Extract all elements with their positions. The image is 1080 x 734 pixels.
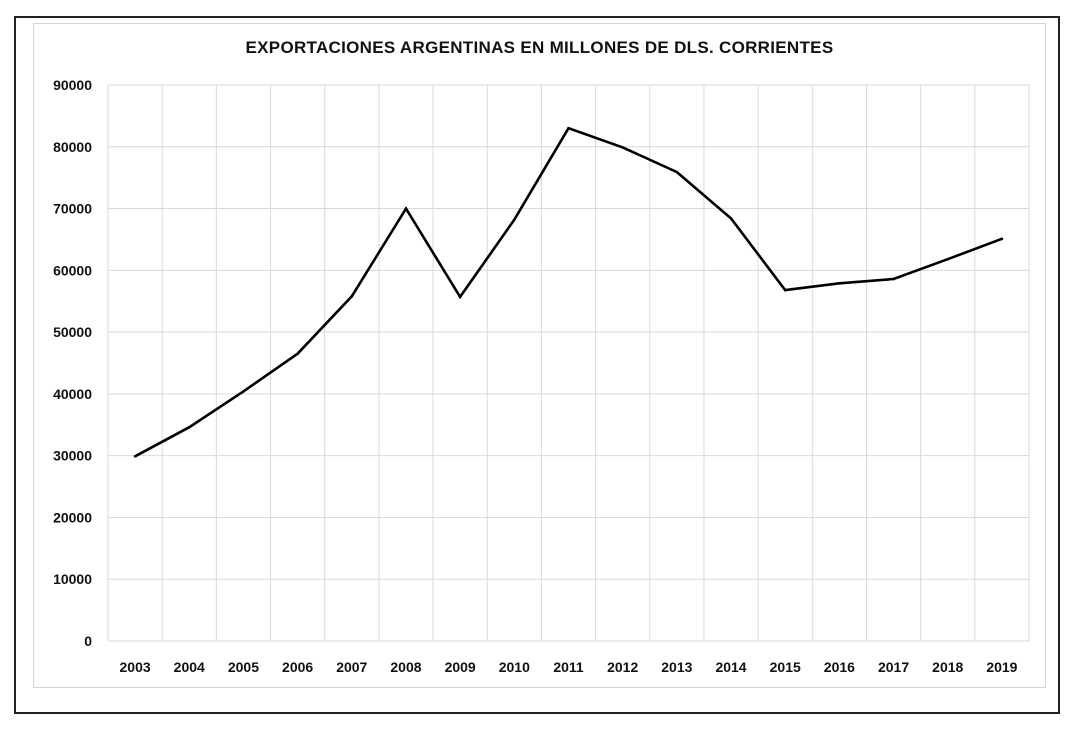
series-line [134, 126, 1003, 458]
x-axis-ticks: 2003 2004 2005 2006 2007 2008 2009 2010 2011 2012… [120, 659, 1018, 675]
x-tick-label: 2015 [770, 659, 801, 675]
data-point [513, 218, 516, 221]
x-tick-label: 2016 [824, 659, 855, 675]
y-tick-label: 80000 [53, 139, 92, 155]
x-tick-label: 2009 [445, 659, 476, 675]
data-point [892, 277, 895, 281]
x-tick-label: 2003 [120, 659, 151, 675]
gridlines [107, 84, 1030, 642]
x-tick-label: 2014 [715, 659, 746, 675]
data-point [187, 425, 191, 429]
data-point [783, 288, 787, 292]
y-tick-label: 20000 [53, 509, 92, 525]
x-tick-label: 2010 [499, 659, 530, 675]
data-point [133, 454, 137, 458]
y-tick-label: 70000 [53, 201, 92, 217]
x-tick-label: 2006 [282, 659, 313, 675]
data-point [675, 170, 679, 174]
y-tick-label: 0 [84, 633, 92, 649]
x-tick-label: 2019 [986, 659, 1017, 675]
y-axis-ticks: 0 10000 20000 30000 40000 50000 60000 70000 8000… [53, 77, 92, 649]
y-tick-label: 40000 [53, 386, 92, 402]
data-point [946, 257, 950, 261]
data-point [567, 126, 570, 130]
x-tick-label: 2017 [878, 659, 909, 675]
x-tick-label: 2008 [390, 659, 421, 675]
data-point [242, 390, 245, 393]
x-tick-label: 2004 [174, 659, 205, 675]
x-tick-label: 2013 [661, 659, 692, 675]
data-point [729, 217, 733, 220]
x-tick-label: 2011 [553, 659, 584, 675]
x-tick-label: 2018 [932, 659, 963, 675]
y-tick-label: 30000 [53, 448, 92, 464]
x-tick-label: 2012 [607, 659, 638, 675]
x-tick-label: 2005 [228, 659, 259, 675]
data-point [296, 352, 299, 356]
y-tick-label: 90000 [53, 77, 92, 93]
series-layer [133, 126, 1004, 458]
y-tick-label: 60000 [53, 262, 92, 278]
chart-area [33, 23, 1046, 688]
data-point [621, 146, 624, 149]
y-tick-label: 10000 [53, 571, 92, 587]
data-point [1000, 237, 1004, 241]
data-point [350, 294, 354, 298]
data-point [404, 207, 408, 210]
chart-title: EXPORTACIONES ARGENTINAS EN MILLONES DE … [245, 38, 834, 57]
x-tick-label: 2007 [336, 659, 367, 675]
data-point [458, 295, 462, 299]
data-point [838, 282, 841, 285]
y-tick-label: 50000 [53, 324, 92, 340]
